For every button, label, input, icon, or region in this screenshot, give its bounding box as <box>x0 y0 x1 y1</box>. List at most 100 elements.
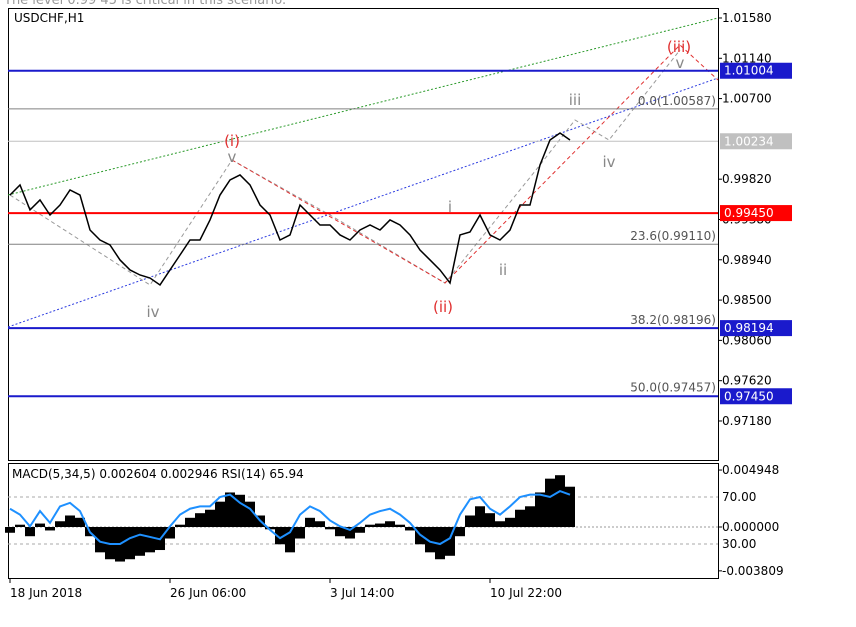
y-tick-label: 0.000000 <box>722 520 779 534</box>
macd-bar <box>55 521 65 528</box>
wave-label: (i) <box>224 132 240 150</box>
fib-label: 38.2(0.98196) <box>630 313 716 327</box>
macd-bar <box>245 501 255 528</box>
x-tick-label: 10 Jul 22:00 <box>490 586 562 600</box>
level-box <box>720 388 792 405</box>
macd-bar <box>535 492 545 528</box>
macd-bar <box>375 523 385 528</box>
macd-bar <box>355 527 365 533</box>
macd-bar <box>15 524 25 528</box>
wave-label: v <box>228 148 237 166</box>
macd-bar <box>495 521 505 528</box>
macd-bar <box>335 527 345 537</box>
macd-bar <box>145 527 155 553</box>
macd-bar <box>345 527 355 539</box>
macd-bar <box>45 527 55 531</box>
macd-bar <box>285 527 295 553</box>
macd-bar <box>205 509 215 528</box>
macd-bar <box>405 527 415 531</box>
macd-bar <box>425 527 435 553</box>
macd-bar <box>295 527 305 539</box>
wave-label: ii <box>499 261 507 279</box>
level-label: 1.01004 <box>724 64 774 78</box>
fib-label: 0.0(1.00587) <box>638 94 716 108</box>
x-tick-label: 26 Jun 06:00 <box>170 586 246 600</box>
macd-bar <box>565 486 575 528</box>
macd-bar <box>395 524 405 528</box>
y-tick-label: 0.98500 <box>722 293 772 307</box>
macd-bar <box>555 475 565 528</box>
wave-label: iv <box>146 303 159 321</box>
macd-bar <box>215 501 225 528</box>
wave-label: (iii) <box>667 38 691 56</box>
level-label: 1.00234 <box>724 134 774 148</box>
y-tick-label: 1.01140 <box>722 51 772 65</box>
macd-bar <box>195 513 205 528</box>
y-tick-label: 0.98940 <box>722 253 772 267</box>
macd-bar <box>5 527 15 533</box>
wave-label: i <box>448 198 452 216</box>
y-tick-label: 0.97180 <box>722 414 772 428</box>
macd-bar <box>445 527 455 556</box>
macd-bar <box>325 527 335 530</box>
y2-tick-label: 30.00 <box>722 537 756 551</box>
main-frame <box>8 8 719 461</box>
x-tick-label: 3 Jul 14:00 <box>330 586 394 600</box>
caption: The level 0.99 45 is critical in this sc… <box>3 0 286 8</box>
macd-bar <box>315 521 325 528</box>
y-tick-label: 0.99820 <box>722 172 772 186</box>
macd-bar <box>545 478 555 528</box>
macd-bar <box>185 517 195 528</box>
macd-bar <box>75 517 85 528</box>
macd-bar <box>275 527 285 545</box>
macd-bar <box>305 517 315 528</box>
macd-bar <box>515 509 525 528</box>
y-tick-label: -0.003809 <box>722 564 784 578</box>
macd-bar <box>465 515 475 528</box>
macd-bar <box>95 527 105 553</box>
macd-bar <box>25 527 35 537</box>
level-label: 0.99450 <box>724 206 774 220</box>
rsi-line <box>9 490 571 546</box>
level-box <box>720 133 792 150</box>
y-tick-label: 1.00700 <box>722 92 772 106</box>
macd-bar <box>505 517 515 528</box>
wave-label: iii <box>569 91 582 109</box>
y-tick-label: 0.97620 <box>722 374 772 388</box>
macd-bar <box>65 515 75 528</box>
y-tick-label: 0.98060 <box>722 333 772 347</box>
level-box <box>720 205 792 222</box>
macd-frame <box>8 463 719 579</box>
macd-bar <box>455 527 465 537</box>
wave-line <box>231 44 719 284</box>
trend-line <box>7 17 719 196</box>
level-label: 0.97450 <box>724 389 774 403</box>
macd-bar <box>135 527 145 556</box>
macd-bar <box>165 527 175 539</box>
level-label: 0.98194 <box>724 321 774 335</box>
y2-tick-label: 70.00 <box>722 490 756 504</box>
fib-label: 23.6(0.99110) <box>630 229 716 243</box>
wave-label: iv <box>602 153 615 171</box>
macd-bar <box>35 523 45 528</box>
price-line <box>9 132 571 287</box>
level-box <box>720 62 792 79</box>
chart-title: USDCHF,H1 <box>14 11 84 25</box>
macd-bar <box>525 506 535 528</box>
macd-bar <box>175 524 185 528</box>
macd-title: MACD(5,34,5) 0.002604 0.002946 RSI(14) 6… <box>12 467 304 481</box>
macd-bar <box>225 492 235 528</box>
wave-label: (ii) <box>433 298 453 316</box>
y-tick-label: 1.01580 <box>722 11 772 25</box>
macd-bar <box>475 506 485 528</box>
wave-label: v <box>676 54 685 72</box>
y-tick-label: 0.004948 <box>722 463 779 477</box>
level-box <box>720 320 792 337</box>
macd-bar <box>385 521 395 528</box>
macd-bar <box>265 527 275 530</box>
fib-label: 50.0(0.97457) <box>630 381 716 395</box>
macd-bar <box>235 494 245 528</box>
macd-bar <box>125 527 135 560</box>
